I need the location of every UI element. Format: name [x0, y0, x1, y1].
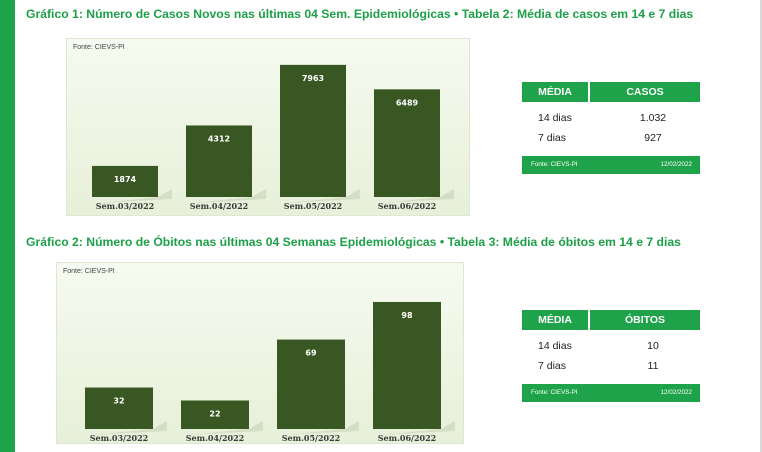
bar-shadow [380, 189, 454, 203]
bar-shadow [187, 421, 263, 435]
bar-value-label: 69 [305, 349, 317, 358]
table-row: 7 dias 927 [522, 130, 700, 148]
deaths-table-header-media: MÉDIA [522, 310, 590, 330]
table-row: 14 dias 10 [522, 338, 700, 356]
x-tick-label: Sem.03/2022 [96, 201, 154, 211]
row-period: 7 dias [538, 360, 567, 372]
bar-shadow [91, 421, 167, 435]
bar [186, 125, 252, 197]
x-tick-label: Sem.04/2022 [186, 433, 244, 443]
table-footer-date: 12/02/2022 [660, 161, 692, 168]
x-tick-label: Sem.06/2022 [378, 201, 436, 211]
bar [85, 387, 153, 429]
row-period: 7 dias [538, 132, 567, 144]
bar-shadow [283, 421, 359, 435]
chart1-source: Fonte: CIEVS-PI [73, 44, 125, 51]
table-row: 7 dias 11 [522, 358, 700, 376]
cases-table-header: MÉDIA CASOS [522, 82, 700, 102]
section2-title: Gráfico 2: Número de Óbitos nas últimas … [26, 235, 681, 249]
x-tick-label: Sem.05/2022 [282, 433, 340, 443]
section1-title: Gráfico 1: Número de Casos Novos nas últ… [26, 7, 694, 21]
bar-value-label: 98 [401, 311, 413, 320]
table-row: 14 dias 1.032 [522, 110, 700, 128]
chart2-source: Fonte: CIEVS-PI [63, 268, 115, 275]
row-period: 14 dias [538, 112, 572, 124]
page-edge [760, 0, 762, 452]
row-value: 927 [644, 132, 662, 144]
bar [277, 339, 345, 429]
bar [374, 89, 440, 197]
bar-shadow [98, 189, 172, 203]
bar-shadow [192, 189, 266, 203]
row-value: 1.032 [639, 112, 667, 124]
bar-value-label: 1874 [114, 175, 137, 184]
x-tick-label: Sem.06/2022 [378, 433, 436, 443]
x-tick-label: Sem.03/2022 [90, 433, 148, 443]
bar-value-label: 4312 [208, 134, 230, 143]
table-footer-source: Fonte: CIEVS-PI [531, 389, 578, 396]
deaths-table-header: MÉDIA ÓBITOS [522, 310, 700, 330]
table-footer-date: 12/02/2022 [660, 389, 692, 396]
cases-chart-plot: 1874 Sem.03/2022 4312 Sem.04/2022 7963 Sem.05… [92, 64, 454, 211]
bar [373, 301, 441, 429]
deaths-table-header-obitos: ÓBITOS [624, 314, 666, 326]
row-period: 14 dias [538, 340, 572, 352]
deaths-table-footer: Fonte: CIEVS-PI 12/02/2022 [522, 384, 700, 402]
row-value: 10 [647, 340, 659, 352]
cases-table-footer: Fonte: CIEVS-PI 12/02/2022 [522, 156, 700, 174]
bar-value-label: 6489 [396, 98, 419, 107]
x-tick-label: Sem.05/2022 [284, 201, 342, 211]
bar-value-label: 32 [113, 397, 124, 406]
cases-table-header-media: MÉDIA [522, 82, 590, 102]
deaths-chart: Fonte: CIEVS-PI 32 Sem.03/2022 22 Sem.04/20… [56, 262, 464, 444]
bar-value-label: 22 [209, 409, 220, 418]
cases-chart: Fonte: CIEVS-PI 1874 Sem.03/2022 4312 Sem.0… [66, 38, 470, 216]
x-tick-label: Sem.04/2022 [190, 201, 248, 211]
row-value: 11 [647, 360, 659, 372]
bar [280, 64, 346, 197]
bar-value-label: 7963 [302, 74, 324, 83]
side-accent-bar [0, 0, 15, 452]
deaths-chart-plot: 32 Sem.03/2022 22 Sem.04/2022 69 Sem.05/2022 9… [85, 301, 455, 443]
deaths-table: MÉDIA ÓBITOS 14 dias 10 7 dias 11 Fonte:… [522, 310, 700, 406]
bar-shadow [379, 421, 455, 435]
cases-table: MÉDIA CASOS 14 dias 1.032 7 dias 927 Fon… [522, 82, 700, 178]
bar [92, 165, 158, 197]
bar-shadow [286, 189, 360, 203]
cases-table-header-casos: CASOS [626, 86, 664, 98]
bar [181, 400, 249, 429]
table-footer-source: Fonte: CIEVS-PI [531, 161, 578, 168]
